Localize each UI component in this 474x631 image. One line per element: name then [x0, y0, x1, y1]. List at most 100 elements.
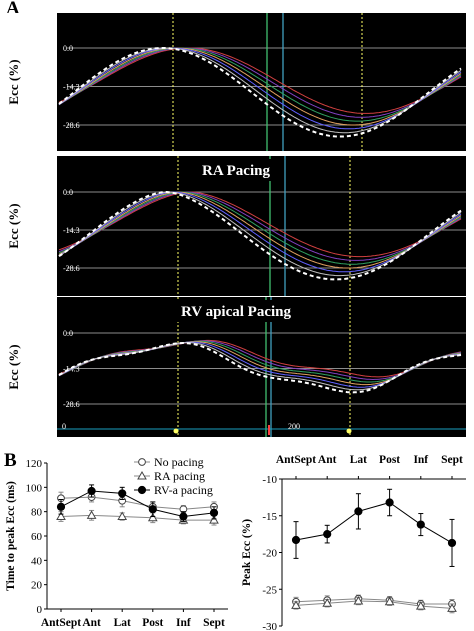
- segment-trace: [58, 47, 462, 126]
- data-point: [447, 538, 457, 548]
- peak-ecc-chart: -10 -15 -20 -25 -30 AntSept Ant Lat Post Inf Sept P…: [241, 454, 466, 631]
- segment-trace: [58, 47, 462, 130]
- x-tick-label: Inf: [413, 454, 428, 466]
- x-tick-label: Lat: [350, 454, 367, 466]
- data-point: [209, 508, 219, 517]
- data-point: [447, 603, 457, 612]
- x-tick-label: Inf: [176, 617, 191, 629]
- ecc-axis-label: Ecc (%): [6, 59, 21, 104]
- y-tick-label: -25: [262, 584, 277, 596]
- data-point: [384, 596, 395, 606]
- x-tick-label: Lat: [114, 617, 131, 629]
- time-marker: [346, 428, 352, 434]
- x-tick-label: Sept: [203, 617, 225, 629]
- segment-trace: [58, 47, 462, 114]
- data-point: [415, 601, 426, 610]
- ecc-strip-ra-pacing: Ecc (%) 0.0 -14.3 -28.6 RA Pacing: [0, 156, 474, 296]
- y-tick-label: -30: [262, 621, 277, 631]
- legend-marker: [138, 458, 146, 466]
- tick-label: -28.6: [63, 121, 80, 130]
- series-line: [60, 496, 215, 510]
- segment-trace: [58, 191, 462, 261]
- segment-trace: [58, 191, 462, 269]
- x-tick-label: AntSept: [41, 617, 81, 629]
- segment-trace: [58, 339, 462, 378]
- data-point: [209, 515, 219, 524]
- y-tick-label: 60: [31, 531, 43, 543]
- y-tick-label: -20: [262, 548, 277, 560]
- series-line: [295, 598, 452, 605]
- data-point: [322, 598, 333, 607]
- time-to-peak-chart: 0 20 40 60 80 100 120 AntSept Ant Lat Post Inf Sept T…: [5, 455, 228, 629]
- segment-trace: [58, 191, 462, 265]
- y-tick-label: 20: [31, 580, 43, 592]
- data-point: [117, 511, 128, 521]
- tick-label: -14.3: [63, 83, 80, 92]
- ecc-axis-label: Ecc (%): [6, 344, 21, 389]
- data-point: [416, 520, 425, 529]
- data-point: [56, 511, 66, 521]
- y-tick-label: -15: [262, 511, 277, 523]
- x-tick-label: Ant: [318, 454, 337, 466]
- data-point: [353, 596, 364, 605]
- data-point: [148, 505, 157, 514]
- y-tick-label: 120: [26, 458, 43, 470]
- data-point: [291, 600, 301, 609]
- y-tick-label: 40: [31, 555, 43, 567]
- data-point: [354, 507, 363, 516]
- segment-trace: [58, 47, 462, 118]
- x-tick-label: Post: [142, 617, 163, 629]
- y-tick-label: -10: [262, 474, 277, 486]
- x-tick-label: Post: [379, 454, 400, 466]
- data-point: [86, 510, 97, 519]
- data-point: [385, 498, 394, 507]
- time-tick-label: 0: [62, 422, 66, 431]
- x-tick-label: Sept: [441, 454, 463, 466]
- data-point: [179, 512, 188, 521]
- y-axis-title: Peak Ecc (%): [241, 519, 253, 586]
- y-axis-title: Time to peak Ecc (ms): [5, 481, 17, 591]
- tick-label: 0.0: [63, 329, 73, 338]
- legend-label: RV-a pacing: [154, 483, 213, 497]
- segment-trace: [58, 47, 462, 122]
- legend-marker: [137, 485, 147, 495]
- tick-label: -14.3: [63, 226, 80, 235]
- tick-label: -28.6: [63, 264, 80, 273]
- series-line: [295, 600, 453, 609]
- legend-label: No pacing: [154, 455, 204, 469]
- segment-trace: [58, 191, 462, 277]
- x-tick-label: AntSept: [276, 454, 316, 466]
- strip-title: RV apical Pacing: [181, 304, 292, 320]
- average-trace: [58, 47, 462, 138]
- segment-trace: [58, 191, 462, 273]
- strip-background: [57, 13, 466, 151]
- strip-title-bg: [160, 300, 312, 322]
- panel-b-letter: B: [4, 450, 17, 471]
- legend-label: RA pacing: [154, 469, 205, 483]
- time-marker: [173, 428, 179, 434]
- tick-label: 0.0: [63, 44, 73, 53]
- data-point: [56, 502, 66, 511]
- data-point: [291, 535, 301, 545]
- x-tick-label: Ant: [82, 617, 101, 629]
- tick-label: -28.6: [63, 400, 80, 409]
- data-point: [87, 486, 96, 496]
- legend-marker: [137, 470, 147, 480]
- time-tick-label: 200: [288, 422, 300, 431]
- data-point: [118, 489, 127, 498]
- strip-title-bg: [190, 159, 282, 181]
- series-line: [295, 501, 453, 544]
- tick-label: 0.0: [63, 188, 73, 197]
- series-line: [60, 490, 215, 518]
- average-trace: [58, 341, 462, 394]
- y-tick-label: 100: [26, 482, 43, 494]
- data-point: [323, 530, 332, 539]
- ecc-axis-label: Ecc (%): [6, 203, 21, 248]
- y-tick-label: 0: [37, 604, 43, 616]
- series-line: [60, 514, 214, 521]
- ecc-strip-no-pacing: Ecc (%) 0.0 -14.3 -28.6: [0, 13, 474, 151]
- segment-trace: [58, 340, 462, 381]
- segment-trace: [58, 191, 462, 258]
- data-point: [147, 512, 158, 522]
